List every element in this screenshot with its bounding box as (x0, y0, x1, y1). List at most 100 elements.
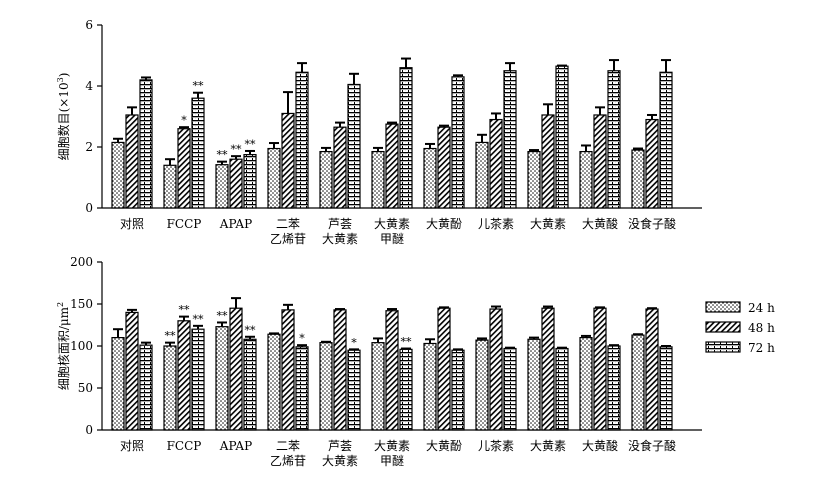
category-label: APAP (219, 439, 252, 453)
category-label: 大黄酸 (582, 216, 618, 231)
bar (399, 348, 413, 431)
bar (125, 114, 139, 209)
bar (579, 337, 593, 431)
bar (125, 311, 139, 431)
category-label: 大黄酸 (582, 438, 618, 453)
legend-swatch (705, 321, 741, 333)
category-label: 儿茶素 (478, 438, 514, 453)
bar (347, 83, 361, 209)
bar (579, 150, 593, 209)
y-tick-label: 2 (85, 140, 93, 154)
bar (555, 347, 569, 431)
bar (607, 70, 621, 209)
category-label: 乙烯苷 (270, 454, 306, 468)
bar (437, 126, 451, 209)
category-label: 大黄素 (374, 439, 410, 453)
bar (111, 337, 125, 431)
bar (593, 307, 607, 431)
bar (319, 342, 333, 431)
category-label: 大黄素 (530, 439, 566, 453)
bar (267, 333, 281, 431)
bar (163, 164, 177, 209)
category-label: 大黄素 (322, 232, 358, 246)
significance-mark: ** (217, 149, 229, 162)
legend-label: 72 h (748, 341, 775, 355)
bar (659, 71, 673, 209)
bar (489, 308, 503, 431)
bar (177, 320, 191, 431)
bar (631, 149, 645, 209)
bar (503, 70, 517, 209)
y-axis-label: 细胞核面积/μm2 (56, 302, 71, 390)
bar (347, 349, 361, 431)
bar (163, 345, 177, 431)
significance-mark: ** (245, 324, 257, 337)
bar (489, 118, 503, 209)
bar (451, 76, 465, 209)
bar (503, 347, 517, 431)
category-label: 大黄酚 (426, 217, 462, 231)
category-label: FCCP (167, 439, 202, 453)
bar (243, 154, 257, 209)
bar (281, 309, 295, 431)
significance-mark: ** (179, 304, 191, 317)
legend-label: 48 h (748, 321, 775, 335)
y-tick-label: 150 (70, 297, 93, 311)
bar (191, 97, 205, 209)
significance-mark: * (351, 336, 357, 349)
category-label: FCCP (167, 217, 202, 231)
bar (527, 150, 541, 209)
category-label: 对照 (120, 439, 144, 453)
y-tick-label: 0 (85, 201, 93, 215)
y-tick-label: 4 (85, 79, 93, 93)
significance-mark: ** (193, 313, 205, 326)
bar (541, 307, 555, 431)
bar (371, 342, 385, 431)
y-tick-label: 50 (78, 381, 93, 395)
bar (645, 308, 659, 431)
bar (475, 141, 489, 209)
category-label: 大黄素 (374, 217, 410, 231)
significance-mark: ** (231, 143, 243, 156)
bar (267, 147, 281, 209)
bar (631, 334, 645, 431)
bar (527, 338, 541, 431)
category-label: 芦荟 (328, 217, 352, 231)
category-label: 二苯 (276, 439, 300, 453)
bar (139, 344, 153, 431)
bar (475, 339, 489, 431)
significance-mark: ** (165, 330, 177, 343)
bar (399, 67, 413, 209)
legend: 24 h 48 h 72 h (705, 301, 775, 355)
bar (607, 345, 621, 431)
bar (139, 79, 153, 209)
bar (295, 346, 309, 431)
category-label: 儿茶素 (478, 216, 514, 231)
bar (555, 65, 569, 209)
category-label: APAP (219, 217, 252, 231)
category-label: 没食子酸 (628, 438, 676, 453)
bar (371, 150, 385, 209)
bar (423, 342, 437, 431)
y-tick-label: 0 (85, 423, 93, 437)
bar (243, 338, 257, 431)
category-label: 大黄酚 (426, 439, 462, 453)
bar (229, 158, 243, 209)
significance-mark: * (181, 114, 187, 127)
bar (191, 328, 205, 431)
category-label: 没食子酸 (628, 216, 676, 231)
y-tick-label: 6 (85, 18, 93, 32)
bar (385, 310, 399, 431)
chart-nuclear-area: 050100150200细胞核面积/μm2对照******FCCP****APA… (56, 255, 702, 468)
bar (215, 164, 229, 209)
significance-mark: ** (245, 138, 257, 151)
significance-mark: ** (401, 336, 413, 349)
significance-mark: * (299, 332, 305, 345)
legend-swatch (705, 341, 741, 353)
bar (333, 126, 347, 209)
bar (593, 114, 607, 209)
bar (437, 307, 451, 431)
bar (229, 307, 243, 431)
category-label: 甲醚 (380, 232, 404, 246)
